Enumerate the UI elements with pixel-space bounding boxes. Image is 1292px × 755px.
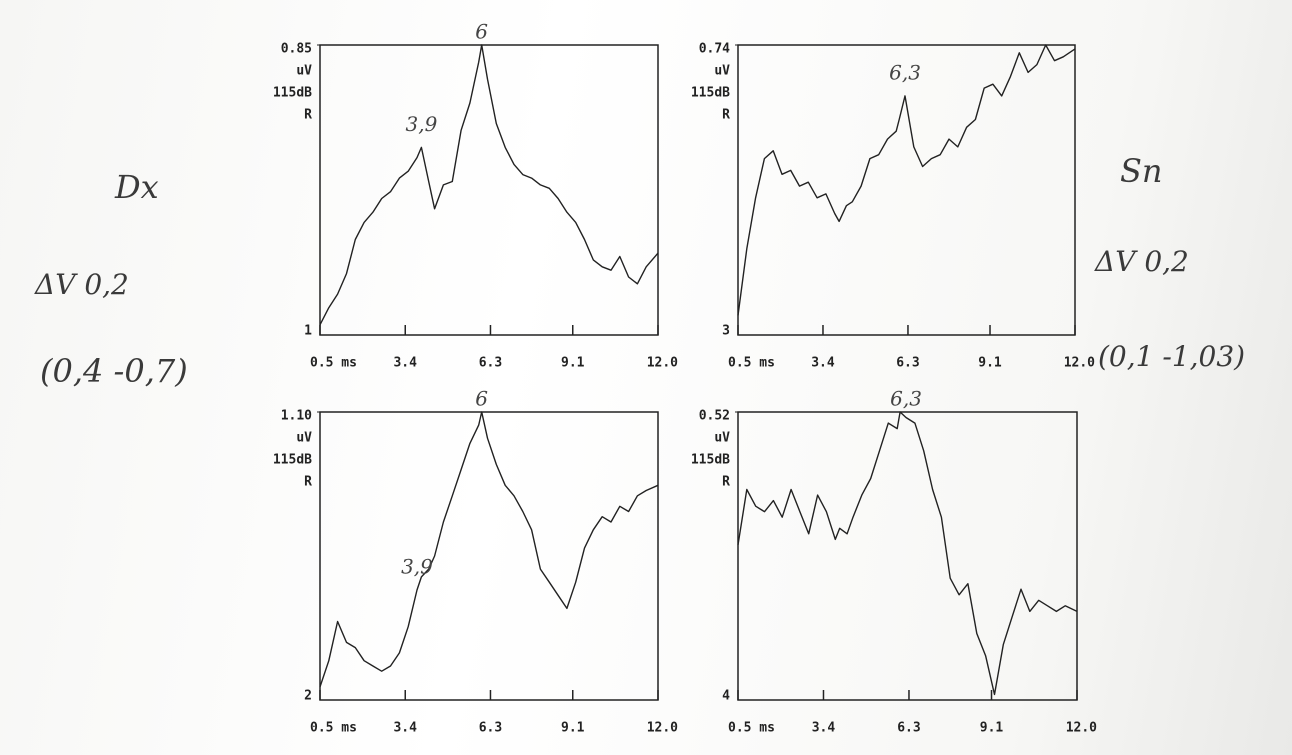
peak-annotation: 6 (475, 387, 488, 411)
y-unit: uV (296, 64, 312, 79)
stimulus-level: 115dB (273, 86, 312, 101)
y-unit: uV (296, 431, 312, 446)
x-tick-label: 6.3 (479, 721, 502, 736)
handwritten-side: Sn (1120, 152, 1163, 190)
handwritten-delta: ΔV 0,2 (35, 268, 129, 301)
trace (320, 412, 658, 687)
channel-label: 2 (304, 689, 312, 704)
stimulus-level: 115dB (691, 453, 730, 468)
stimulus-level: 115dB (691, 86, 730, 101)
x-tick-label: 0.5 ms (310, 721, 357, 736)
x-tick-label: 3.4 (393, 356, 417, 371)
ear-label: R (722, 475, 730, 490)
handwritten-range: (0,4 -0,7) (40, 352, 188, 390)
handwritten-range: (0,1 -1,03) (1098, 340, 1245, 373)
y-unit: uV (714, 64, 730, 79)
stimulus-level: 115dB (273, 453, 312, 468)
peak-annotation: 3,9 (405, 112, 437, 136)
plot-frame (738, 412, 1077, 700)
trace (320, 45, 658, 325)
handwritten-delta: ΔV 0,2 (1095, 245, 1189, 278)
x-tick-label: 3.4 (393, 721, 417, 736)
y-tick-label: 0.52 (699, 409, 730, 424)
ear-label: R (722, 108, 730, 123)
x-tick-label: 6.3 (897, 721, 920, 736)
handwritten-side: Dx (115, 168, 159, 206)
peak-annotation: 3,9 (401, 555, 433, 579)
x-tick-label: 3.4 (811, 356, 835, 371)
x-tick-label: 12.0 (1064, 356, 1095, 371)
y-tick-label: 0.85 (281, 42, 312, 57)
x-tick-label: 9.1 (561, 356, 585, 371)
y-unit: uV (714, 431, 730, 446)
x-tick-label: 3.4 (812, 721, 836, 736)
x-tick-label: 0.5 ms (728, 721, 775, 736)
x-tick-label: 12.0 (1066, 721, 1097, 736)
peak-annotation: 6 (475, 20, 488, 44)
page: {"chart_data": [ {"type": "line", "ytick… (0, 0, 1292, 755)
x-tick-label: 9.1 (980, 721, 1004, 736)
x-tick-label: 0.5 ms (728, 356, 775, 371)
x-tick-label: 12.0 (647, 721, 678, 736)
y-tick-label: 1.10 (281, 409, 312, 424)
plot-frame (320, 412, 658, 700)
x-tick-label: 9.1 (978, 356, 1002, 371)
peak-annotation: 6,3 (889, 60, 921, 84)
x-tick-label: 6.3 (479, 356, 502, 371)
ear-label: R (304, 475, 312, 490)
channel-label: 3 (722, 324, 730, 339)
trace (738, 45, 1075, 315)
x-tick-label: 0.5 ms (310, 356, 357, 371)
ear-label: R (304, 108, 312, 123)
y-tick-label: 0.74 (699, 42, 730, 57)
x-tick-label: 6.3 (896, 356, 919, 371)
x-tick-label: 9.1 (561, 721, 585, 736)
channel-label: 4 (722, 689, 730, 704)
channel-label: 1 (304, 324, 312, 339)
peak-annotation: 6,3 (890, 387, 922, 411)
plot-frame (738, 45, 1075, 335)
charts: 0.85 uV 115dB R 1 0.5 ms 3.4 6.3 9.1 12.0 3,9 6 0.74… (0, 0, 1292, 755)
x-tick-label: 12.0 (647, 356, 678, 371)
trace (738, 412, 1077, 695)
